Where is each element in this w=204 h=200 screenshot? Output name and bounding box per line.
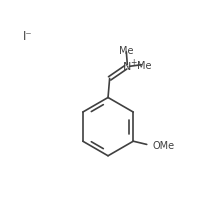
Text: N: N [123,62,132,72]
Text: I⁻: I⁻ [23,30,32,42]
Text: +: + [130,57,136,66]
Text: Me: Me [137,60,152,70]
Text: Me: Me [119,46,134,56]
Text: OMe: OMe [152,140,174,150]
